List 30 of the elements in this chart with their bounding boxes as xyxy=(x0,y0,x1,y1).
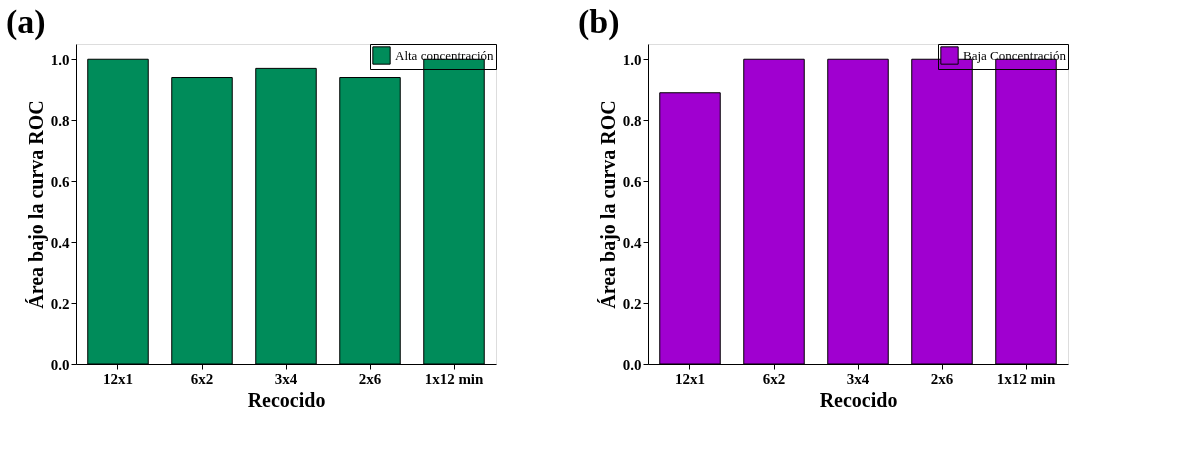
x-tick-label: 1x12 min xyxy=(996,370,1057,387)
y-tick-label: 0.6 xyxy=(622,173,642,190)
x-tick-label: 1x12 min xyxy=(424,370,485,387)
y-tick-label: 1.0 xyxy=(50,51,70,68)
y-tick-label: 0.2 xyxy=(622,295,642,312)
chart-title: (a) xyxy=(6,2,46,41)
y-tick-label: 0.0 xyxy=(50,356,70,373)
chart-title: (b) xyxy=(578,2,620,41)
x-tick-label: 2x6 xyxy=(930,370,954,387)
y-tick-label: 0.8 xyxy=(622,112,642,129)
y-axis-title: Área bajo la curva ROC xyxy=(24,100,48,309)
x-axis-title: Recocido xyxy=(819,388,898,411)
x-tick-label: 3x4 xyxy=(846,370,870,387)
x-tick-label: 12x1 xyxy=(103,370,133,387)
y-tick-label: 1.0 xyxy=(622,51,642,68)
y-tick-label: 0.8 xyxy=(50,112,70,129)
x-tick-label: 6x2 xyxy=(190,370,214,387)
legend-label: Baja Concentración xyxy=(963,47,1067,63)
y-tick-label: 0.6 xyxy=(50,173,70,190)
x-tick-label: 2x6 xyxy=(358,370,382,387)
x-tick-label: 6x2 xyxy=(762,370,786,387)
y-tick-label: 0.4 xyxy=(50,234,70,251)
legend-label: Alta concentración xyxy=(395,47,495,63)
y-tick-label: 0.4 xyxy=(622,234,642,251)
x-tick-label: 12x1 xyxy=(675,370,705,387)
x-tick-label: 3x4 xyxy=(274,370,298,387)
y-tick-label: 0.0 xyxy=(622,356,642,373)
y-axis-title: Área bajo la curva ROC xyxy=(596,100,620,309)
x-axis-title: Recocido xyxy=(247,388,326,411)
y-tick-label: 0.2 xyxy=(50,295,70,312)
